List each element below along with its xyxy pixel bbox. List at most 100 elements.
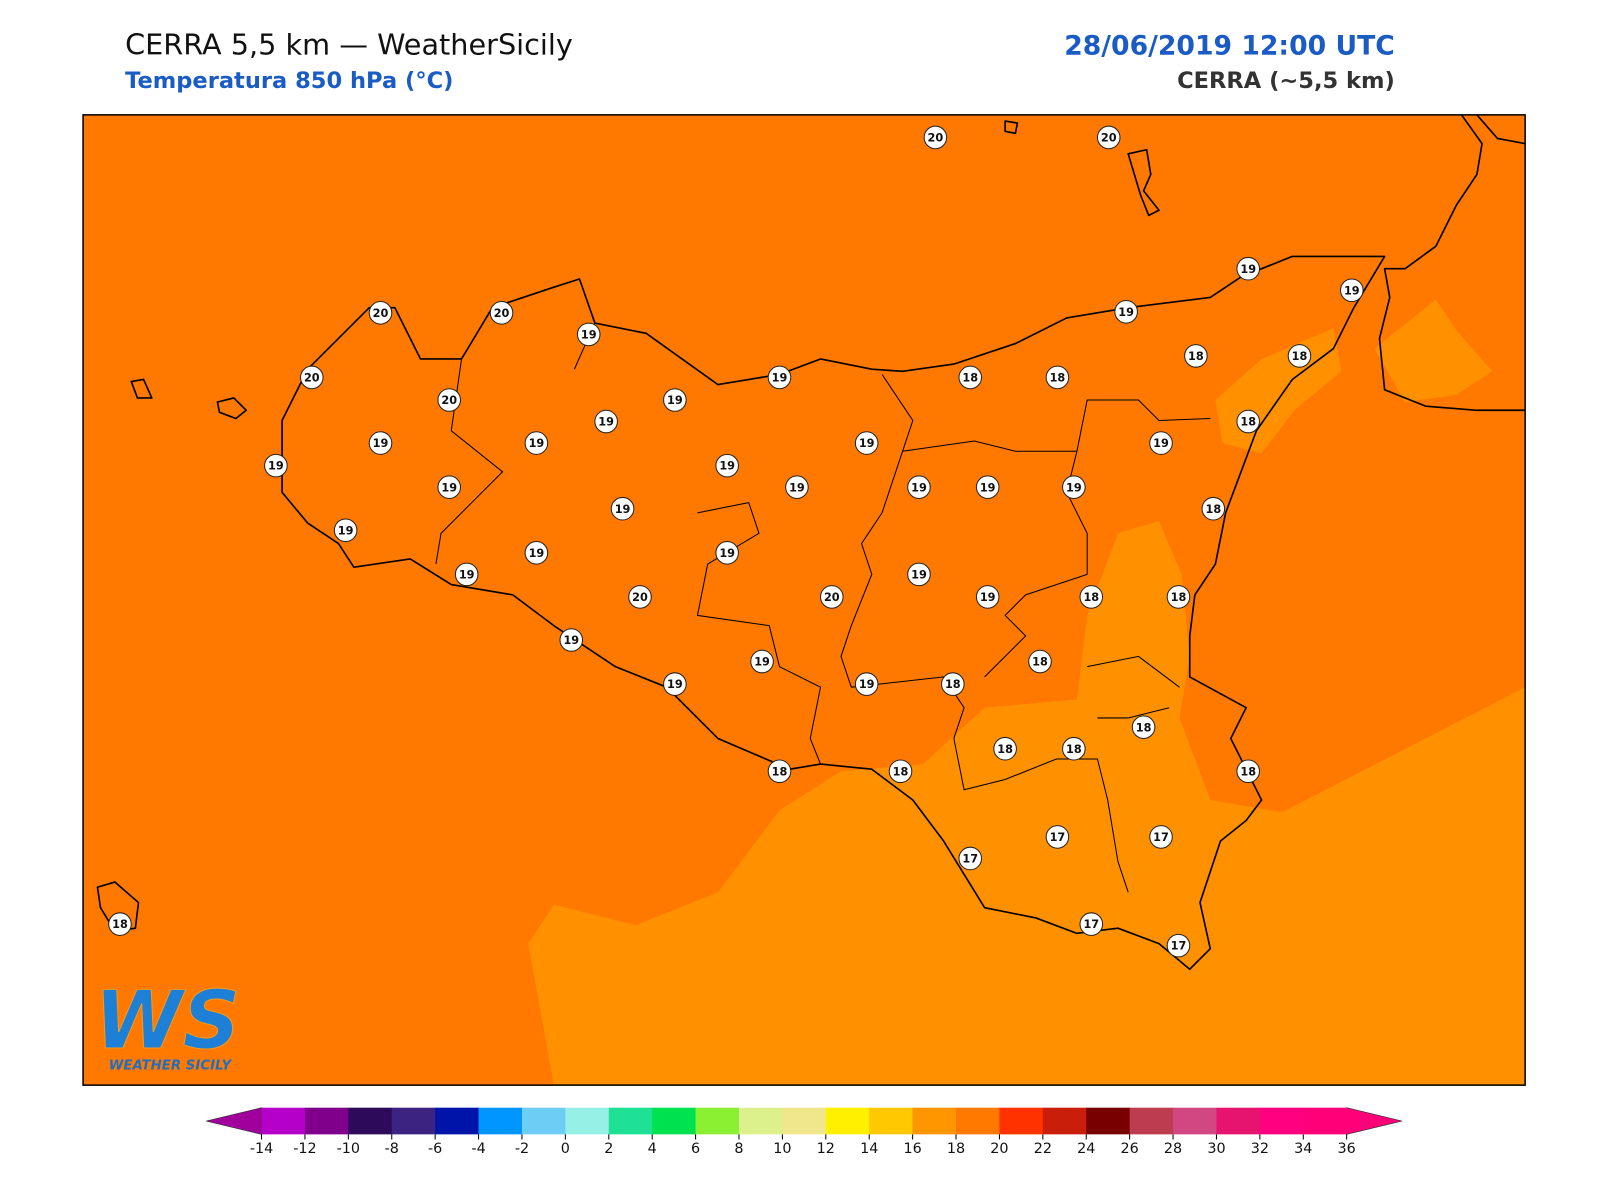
colorbar-segment — [652, 1107, 697, 1135]
station-marker — [454, 562, 479, 587]
station-value: 17 — [1083, 918, 1099, 931]
station-value: 20 — [441, 394, 457, 407]
station-value: 20 — [373, 307, 389, 320]
station-marker — [907, 475, 931, 499]
colorbar-segment — [391, 1107, 436, 1135]
colorbar-extend-over — [1346, 1107, 1403, 1135]
station-marker — [958, 365, 983, 390]
station-value: 18 — [997, 743, 1013, 756]
field-area — [1374, 299, 1493, 403]
model: CERRA (~5,5 km) — [1177, 68, 1395, 94]
station-value: 18 — [1205, 503, 1221, 516]
logo-name: Weather Sicily — [109, 1059, 233, 1074]
colorbar-segment — [521, 1107, 566, 1135]
field-area — [528, 521, 1526, 1086]
logo-mark: WS — [94, 974, 240, 1067]
colorbar-segment — [1086, 1107, 1131, 1135]
station-marker — [785, 475, 809, 499]
station-value: 18 — [1188, 350, 1204, 363]
station-marker — [1166, 585, 1191, 609]
colorbar-tick-label: -12 — [293, 1141, 316, 1157]
station-marker — [663, 672, 687, 696]
station-value: 18 — [772, 765, 788, 778]
logo: WS Weather Sicily — [94, 974, 241, 1074]
station-marker — [576, 322, 601, 347]
station-marker — [1166, 933, 1191, 958]
colorbar-segment — [1173, 1107, 1217, 1135]
colorbar-segment — [1042, 1107, 1087, 1135]
station-value: 18 — [1032, 656, 1048, 669]
station-marker — [767, 759, 792, 784]
colorbar-tick-label: 4 — [648, 1141, 657, 1157]
station-marker — [854, 431, 879, 455]
station-value: 19 — [615, 503, 631, 516]
station-marker — [437, 388, 462, 412]
station-marker — [594, 409, 618, 434]
colorbar-tick-label: 22 — [1034, 1141, 1052, 1157]
colorbar-tick-label: 12 — [817, 1141, 835, 1157]
station-marker — [1062, 736, 1086, 761]
station-marker — [1236, 409, 1260, 434]
station-value: 19 — [754, 656, 770, 669]
station-marker — [1149, 431, 1173, 455]
station-marker — [923, 125, 948, 150]
colorbar-tick-label: 20 — [990, 1141, 1008, 1157]
station-marker — [368, 301, 393, 325]
station-value: 19 — [1344, 284, 1360, 297]
station-marker — [1096, 125, 1121, 150]
station-value: 19 — [459, 568, 475, 581]
station-marker — [975, 475, 1000, 499]
station-value: 18 — [945, 678, 961, 691]
colorbar-tick-label: 34 — [1294, 1141, 1312, 1157]
station-marker — [610, 496, 635, 521]
station-marker — [368, 431, 393, 455]
station-value: 19 — [268, 460, 284, 473]
station-marker — [1079, 912, 1104, 936]
station-value: 18 — [1240, 416, 1256, 429]
station-marker — [1184, 344, 1208, 368]
colorbar-tick-label: 16 — [903, 1141, 921, 1157]
station-marker — [1045, 825, 1070, 849]
sicily-coastline — [281, 255, 1386, 971]
station-marker — [1045, 365, 1070, 390]
station-value: 17 — [962, 853, 978, 866]
colorbar-tick-label: -14 — [250, 1141, 273, 1157]
colorbar-segment — [435, 1107, 480, 1135]
colorbar-tick-label: 18 — [947, 1141, 965, 1157]
station-marker — [300, 365, 324, 390]
colorbar-segment — [825, 1107, 870, 1135]
station-value: 19 — [789, 481, 805, 494]
colorbar-segment — [304, 1107, 349, 1135]
subtitle: Temperatura 850 hPa (°C) — [125, 68, 453, 94]
colorbar-tick-label: 32 — [1251, 1141, 1269, 1157]
colorbar-tick-label: 2 — [604, 1141, 613, 1157]
station-marker — [524, 541, 549, 565]
colorbar-tick-label: 0 — [561, 1141, 570, 1157]
colorbar-tick-label: 24 — [1077, 1141, 1095, 1157]
station-marker — [559, 628, 584, 652]
station-marker — [1079, 585, 1104, 609]
station-value: 19 — [1118, 306, 1134, 319]
map-frame — [82, 114, 1526, 1086]
station-value: 19 — [859, 678, 875, 691]
calabria-coastline — [1378, 114, 1526, 412]
station-marker — [1287, 344, 1312, 368]
colorbar-tick-label: 10 — [773, 1141, 791, 1157]
station-value: 18 — [1083, 591, 1099, 604]
colorbar-segment — [912, 1107, 957, 1135]
station-value: 19 — [859, 437, 875, 450]
station-marker — [1131, 715, 1156, 739]
station-value: 18 — [1066, 743, 1082, 756]
station-marker — [975, 585, 1000, 609]
station-value: 19 — [719, 547, 735, 560]
colorbar-extend-under — [206, 1107, 262, 1135]
colorbar: -14 -12 -10 -8 -6 -4 -2 0 2 4 6 8 10 12 14 16 18 20 22 24 26… — [206, 1107, 1403, 1157]
colorbar-tick-label: -2 — [515, 1141, 529, 1157]
colorbar-segment — [999, 1107, 1044, 1135]
colorbar-tick-label: -4 — [471, 1141, 485, 1157]
station-marker — [715, 541, 739, 565]
station-marker — [819, 585, 844, 609]
station-marker — [888, 759, 913, 784]
colorbar-segment — [695, 1107, 740, 1135]
